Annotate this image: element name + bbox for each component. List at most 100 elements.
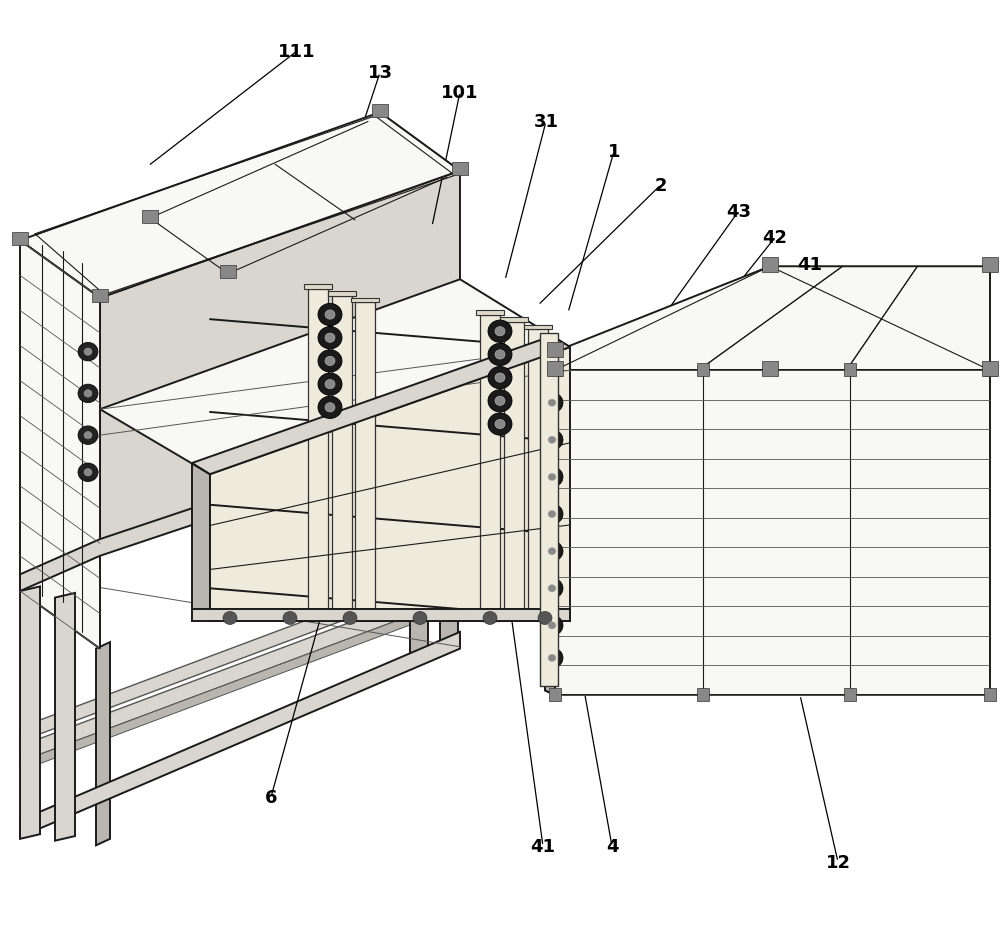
- Polygon shape: [328, 292, 356, 297]
- Circle shape: [488, 390, 512, 413]
- Circle shape: [548, 400, 556, 407]
- Text: 42: 42: [763, 229, 788, 248]
- Circle shape: [541, 504, 563, 525]
- Polygon shape: [844, 363, 856, 376]
- Text: 43: 43: [726, 202, 752, 221]
- Polygon shape: [308, 289, 328, 614]
- Circle shape: [84, 469, 92, 476]
- Polygon shape: [545, 346, 555, 695]
- Polygon shape: [982, 258, 998, 273]
- Circle shape: [541, 393, 563, 413]
- Circle shape: [548, 585, 556, 592]
- Circle shape: [548, 548, 556, 555]
- Polygon shape: [142, 210, 158, 223]
- Circle shape: [318, 397, 342, 419]
- Circle shape: [541, 541, 563, 562]
- Circle shape: [84, 432, 92, 439]
- Polygon shape: [92, 290, 108, 303]
- Circle shape: [325, 311, 335, 320]
- Circle shape: [495, 327, 505, 337]
- Polygon shape: [12, 233, 28, 246]
- Polygon shape: [192, 337, 570, 475]
- Circle shape: [318, 350, 342, 373]
- Polygon shape: [452, 163, 468, 176]
- Circle shape: [488, 367, 512, 389]
- Circle shape: [495, 350, 505, 360]
- Circle shape: [318, 304, 342, 326]
- Polygon shape: [555, 267, 990, 371]
- Circle shape: [223, 612, 237, 625]
- Circle shape: [495, 420, 505, 429]
- Polygon shape: [20, 542, 565, 762]
- Polygon shape: [20, 558, 565, 771]
- Circle shape: [78, 464, 98, 482]
- Polygon shape: [984, 688, 996, 701]
- Polygon shape: [410, 431, 428, 656]
- Polygon shape: [351, 298, 379, 303]
- Circle shape: [548, 622, 556, 629]
- Polygon shape: [547, 343, 563, 358]
- Polygon shape: [480, 315, 500, 621]
- Polygon shape: [210, 348, 570, 621]
- Circle shape: [548, 437, 556, 444]
- Polygon shape: [220, 266, 236, 279]
- Text: 1: 1: [608, 143, 620, 161]
- Polygon shape: [549, 363, 561, 376]
- Circle shape: [78, 426, 98, 445]
- Circle shape: [488, 321, 512, 343]
- Polygon shape: [697, 363, 709, 376]
- Text: 31: 31: [534, 113, 558, 132]
- Circle shape: [495, 397, 505, 406]
- Polygon shape: [20, 241, 100, 649]
- Polygon shape: [762, 362, 778, 376]
- Text: 12: 12: [826, 853, 850, 871]
- Circle shape: [84, 390, 92, 398]
- Polygon shape: [304, 285, 332, 289]
- Circle shape: [413, 612, 427, 625]
- Circle shape: [318, 374, 342, 396]
- Polygon shape: [20, 419, 460, 591]
- Polygon shape: [192, 464, 210, 621]
- Polygon shape: [192, 609, 570, 621]
- Circle shape: [488, 344, 512, 366]
- Text: 41: 41: [530, 837, 556, 856]
- Polygon shape: [844, 688, 856, 701]
- Text: 2: 2: [655, 176, 667, 195]
- Text: 13: 13: [368, 64, 392, 83]
- Polygon shape: [20, 113, 460, 298]
- Polygon shape: [20, 632, 460, 837]
- Polygon shape: [524, 325, 552, 330]
- Circle shape: [541, 430, 563, 451]
- Text: 4: 4: [606, 837, 618, 856]
- Polygon shape: [500, 318, 528, 323]
- Circle shape: [84, 349, 92, 356]
- Circle shape: [541, 648, 563, 668]
- Circle shape: [325, 334, 335, 343]
- Polygon shape: [100, 171, 460, 549]
- Polygon shape: [20, 587, 40, 839]
- Polygon shape: [440, 419, 458, 647]
- Polygon shape: [545, 346, 555, 695]
- Polygon shape: [55, 593, 75, 841]
- Circle shape: [283, 612, 297, 625]
- Text: 111: 111: [278, 43, 316, 61]
- Circle shape: [325, 357, 335, 366]
- Text: 41: 41: [798, 256, 822, 274]
- Polygon shape: [332, 297, 352, 612]
- Circle shape: [483, 612, 497, 625]
- Circle shape: [78, 343, 98, 362]
- Polygon shape: [96, 642, 110, 845]
- Polygon shape: [762, 258, 778, 273]
- Circle shape: [325, 403, 335, 413]
- Polygon shape: [697, 688, 709, 701]
- Circle shape: [495, 374, 505, 383]
- Polygon shape: [504, 323, 524, 619]
- Circle shape: [548, 474, 556, 481]
- Circle shape: [541, 616, 563, 636]
- Polygon shape: [20, 524, 565, 742]
- Text: 101: 101: [441, 83, 479, 102]
- Circle shape: [318, 327, 342, 349]
- Polygon shape: [547, 362, 563, 376]
- Circle shape: [548, 654, 556, 662]
- Text: 6: 6: [265, 788, 277, 806]
